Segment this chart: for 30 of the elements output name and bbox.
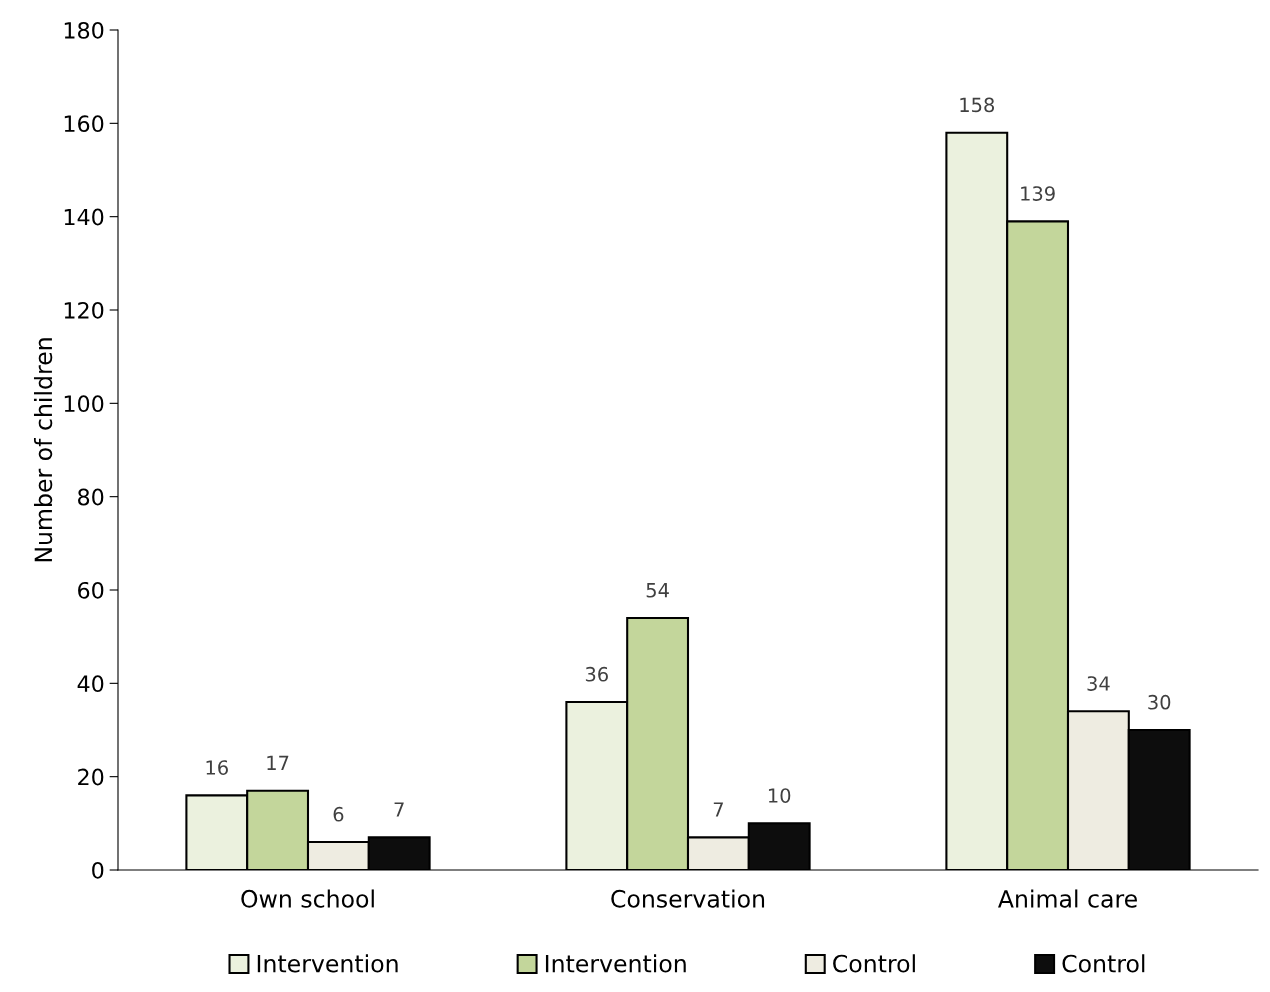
y-tick-label: 0: [92, 861, 104, 879]
y-tick-label: 80: [78, 488, 104, 506]
x-tick-label: Conservation: [611, 889, 765, 908]
data-label: 34: [1087, 676, 1110, 691]
y-tick-label: 40: [77, 675, 104, 693]
legend-label: Control: [833, 954, 915, 973]
data-label: 30: [1148, 694, 1171, 710]
data-label: 7: [713, 802, 723, 817]
data-label: 7: [394, 802, 404, 817]
legend-label: Intervention: [545, 954, 686, 973]
y-axis-title: Number of children: [33, 338, 53, 562]
data-label: 54: [646, 583, 669, 598]
data-label: 17: [267, 755, 289, 770]
x-tick-label: Own school: [241, 889, 374, 908]
y-tick-label: 180: [64, 21, 104, 39]
y-tick-label: 120: [64, 301, 104, 319]
data-label: 158: [960, 97, 995, 113]
y-tick-label: 140: [64, 208, 104, 226]
data-label: 139: [1021, 186, 1055, 201]
y-tick-label: 60: [78, 581, 104, 599]
data-label: 10: [768, 788, 791, 803]
legend-label: Intervention: [257, 954, 398, 973]
legend-label: Control: [1062, 954, 1145, 973]
x-tick-label: Animal care: [998, 889, 1137, 908]
y-tick-label: 20: [78, 768, 104, 786]
y-tick-label: 160: [64, 115, 104, 133]
data-label: 16: [206, 760, 228, 775]
data-label: 36: [585, 666, 608, 682]
y-tick-label: 100: [64, 395, 104, 413]
data-label: 6: [333, 806, 344, 822]
